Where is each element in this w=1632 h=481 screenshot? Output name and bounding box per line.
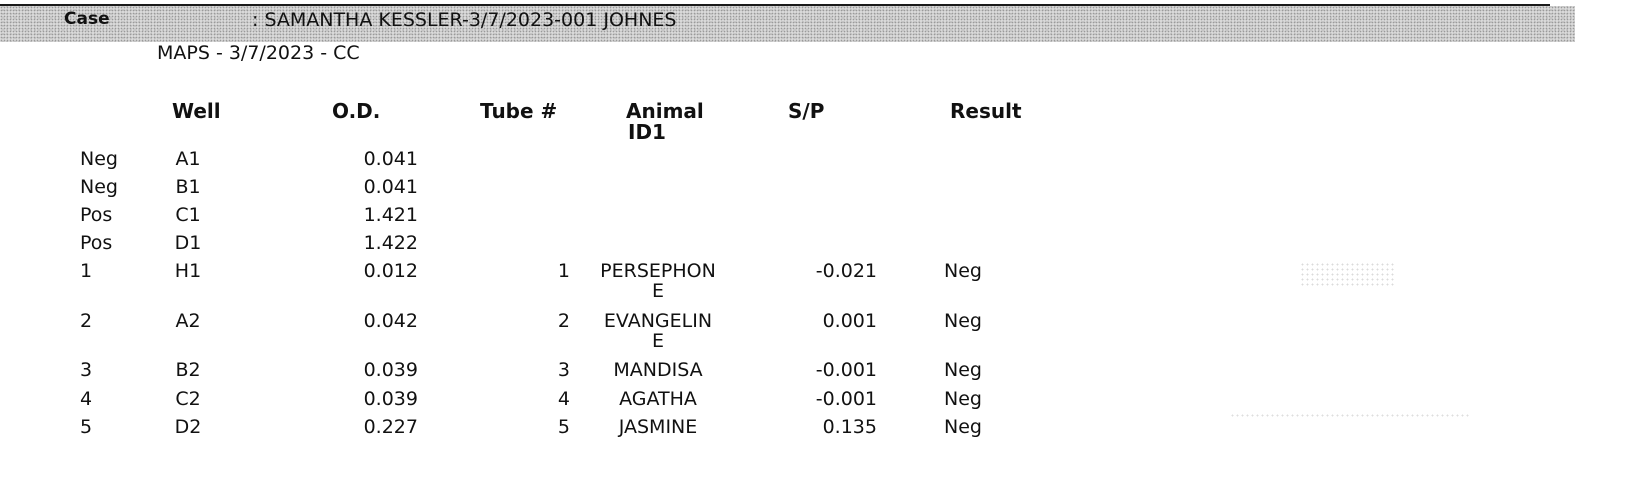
row-sp: -0.001 <box>815 359 877 381</box>
row-tube: 1 <box>557 260 570 282</box>
row-result: Neg <box>944 416 982 438</box>
row-animal-id: MANDISA <box>613 360 702 380</box>
row-label: 1 <box>80 260 93 282</box>
row-animal-id-line1: AGATHA <box>619 388 697 410</box>
row-label: 2 <box>80 310 93 332</box>
row-result: Neg <box>944 310 982 332</box>
row-well: A1 <box>175 148 201 170</box>
row-od: 0.039 <box>363 388 418 410</box>
row-od: 0.041 <box>363 148 418 170</box>
col-header-od: O.D. <box>332 99 381 123</box>
row-animal-id-line1: PERSEPHON <box>600 260 716 282</box>
table-row: Neg B1 0.041 <box>0 175 1100 205</box>
row-animal-id: AGATHA <box>619 389 697 409</box>
row-result: Neg <box>944 260 982 282</box>
row-od: 1.421 <box>363 204 418 226</box>
table-row: Pos C1 1.421 <box>0 203 1100 233</box>
row-od: 0.039 <box>363 359 418 381</box>
top-rule <box>0 4 1550 6</box>
row-sp: -0.001 <box>815 388 877 410</box>
row-od: 1.422 <box>363 232 418 254</box>
col-header-well: Well <box>172 99 221 123</box>
col-header-sp: S/P <box>788 99 825 123</box>
row-label: 5 <box>80 416 93 438</box>
row-well: C2 <box>175 388 201 410</box>
row-well: D1 <box>174 232 202 254</box>
row-label: Neg <box>80 176 118 198</box>
row-od: 0.012 <box>363 260 418 282</box>
row-sp: 0.001 <box>822 310 877 332</box>
col-header-result: Result <box>950 99 1022 123</box>
case-header-bar <box>0 6 1575 42</box>
row-label: 3 <box>80 359 93 381</box>
row-sp: 0.135 <box>822 416 877 438</box>
row-well: B2 <box>175 359 201 381</box>
row-tube: 3 <box>557 359 570 381</box>
table-row: 3 B2 0.039 3 MANDISA -0.001 Neg <box>0 358 1100 388</box>
col-header-animal: Animal <box>626 99 704 123</box>
table-row: 2 A2 0.042 2 EVANGELIN E 0.001 Neg <box>0 309 1100 359</box>
scan-noise <box>1230 413 1470 419</box>
row-tube: 5 <box>557 416 570 438</box>
table-row: 1 H1 0.012 1 PERSEPHON E -0.021 Neg <box>0 259 1100 309</box>
row-label: 4 <box>80 388 93 410</box>
table-row: Pos D1 1.422 <box>0 231 1100 261</box>
row-tube: 4 <box>557 388 570 410</box>
row-animal-id: EVANGELIN E <box>604 311 712 351</box>
row-od: 0.041 <box>363 176 418 198</box>
table-row: 5 D2 0.227 5 JASMINE 0.135 Neg <box>0 415 1100 445</box>
row-od: 0.227 <box>363 416 418 438</box>
scan-noise <box>1300 262 1395 288</box>
row-animal-id-line1: JASMINE <box>618 416 698 438</box>
case-subtitle: MAPS - 3/7/2023 - CC <box>157 42 360 64</box>
table-row: 4 C2 0.039 4 AGATHA -0.001 Neg <box>0 387 1100 417</box>
case-label: Case <box>64 9 110 29</box>
row-animal-id-line2: E <box>651 330 665 352</box>
row-well: D2 <box>174 416 202 438</box>
row-od: 0.042 <box>363 310 418 332</box>
row-animal-id-line1: EVANGELIN <box>603 310 713 332</box>
row-animal-id-line2: E <box>651 280 664 302</box>
row-well: H1 <box>174 260 202 282</box>
row-label: Neg <box>80 148 118 170</box>
row-sp: -0.021 <box>815 260 877 282</box>
row-animal-id: JASMINE <box>619 417 698 437</box>
row-label: Pos <box>80 204 113 226</box>
row-result: Neg <box>944 388 982 410</box>
row-well: B1 <box>175 176 201 198</box>
row-label: Pos <box>80 232 113 254</box>
row-well: A2 <box>175 310 201 332</box>
case-value: : SAMANTHA KESSLER-3/7/2023-001 JOHNES <box>252 9 677 31</box>
row-animal-id-line1: MANDISA <box>613 359 703 381</box>
row-tube: 2 <box>557 310 570 332</box>
table-row: Neg A1 0.041 <box>0 147 1100 177</box>
col-header-animal-id: ID1 <box>628 120 666 144</box>
row-animal-id: PERSEPHON E <box>600 261 716 301</box>
row-result: Neg <box>944 359 982 381</box>
col-header-tube: Tube # <box>480 99 558 123</box>
row-well: C1 <box>175 204 201 226</box>
